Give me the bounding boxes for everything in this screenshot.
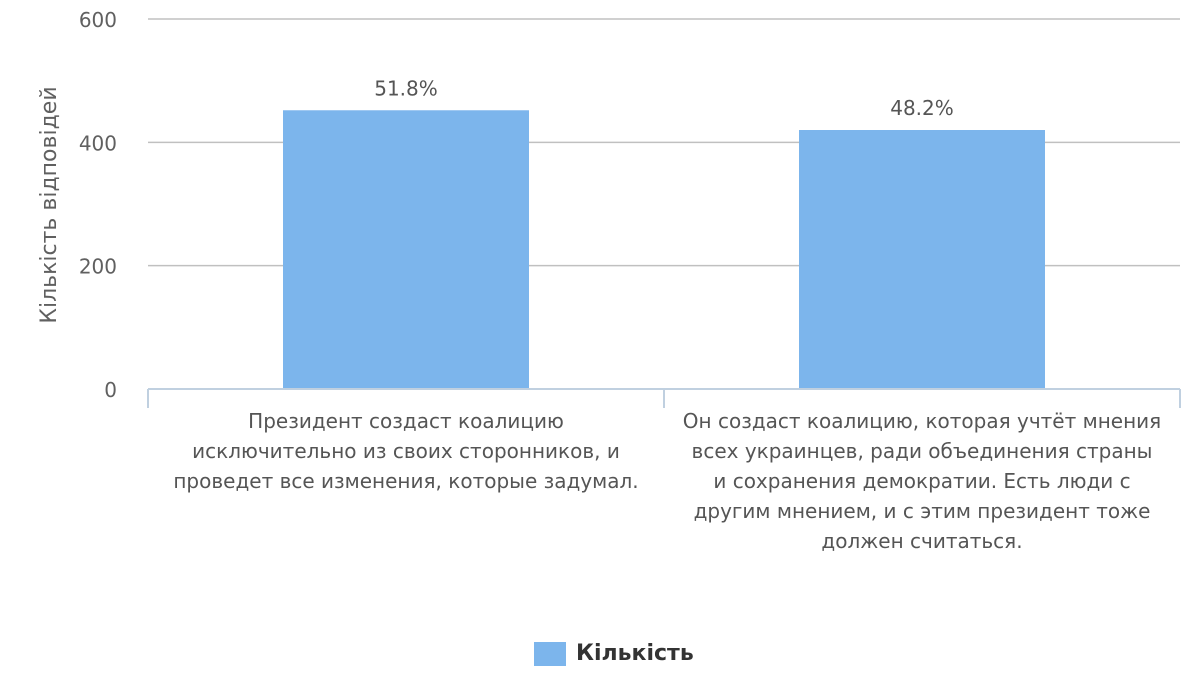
y-tick-label: 600	[79, 8, 117, 32]
bar	[283, 110, 529, 390]
y-axis-title: Кількість відповідей	[37, 86, 62, 323]
y-tick-label: 0	[104, 378, 117, 402]
y-tick-label: 200	[79, 255, 117, 279]
data-label: 48.2%	[890, 96, 954, 120]
bar	[799, 130, 1045, 389]
x-category-label: Президент создаст коалицию исключительно…	[173, 409, 639, 493]
legend-swatch	[534, 641, 566, 666]
x-category-label: Он создаст коалицию, которая учтёт мнени…	[682, 409, 1162, 553]
data-label: 51.8%	[374, 76, 438, 100]
legend[interactable]: Кількість	[534, 641, 694, 666]
legend-label: Кількість	[576, 641, 694, 666]
y-tick-label: 400	[79, 131, 117, 155]
